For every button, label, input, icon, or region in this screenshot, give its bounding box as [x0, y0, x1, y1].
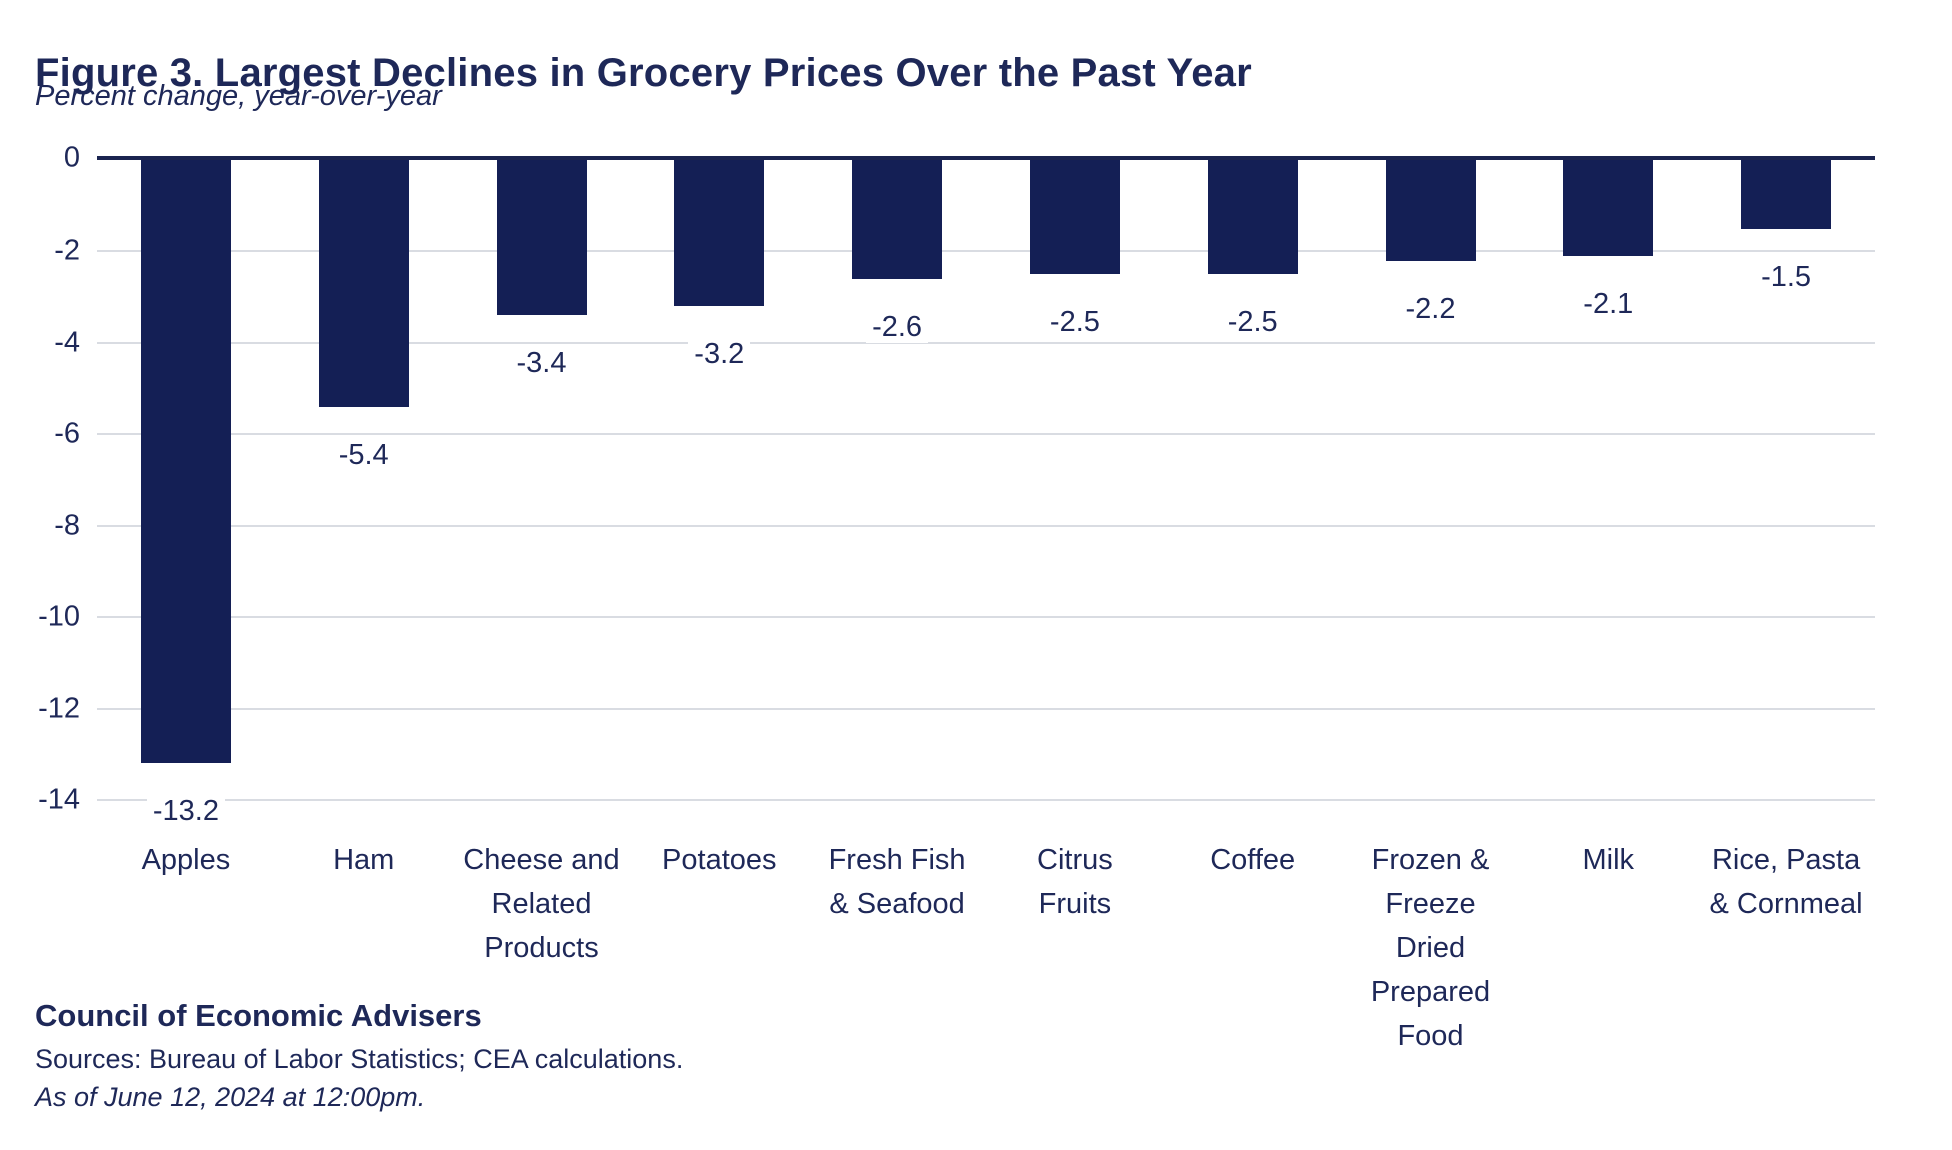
footer-as-of: As of June 12, 2024 at 12:00pm. — [35, 1082, 426, 1112]
gridline — [97, 799, 1875, 801]
bar-value-label: -2.5 — [1164, 306, 1342, 339]
bar-value-label: -5.4 — [275, 438, 453, 472]
bar-apples — [140, 160, 231, 764]
bar-value-text: -3.4 — [510, 347, 573, 380]
bar-value-label: -3.4 — [453, 347, 631, 380]
gridline — [97, 524, 1875, 527]
bar-value-text: -2.2 — [1399, 292, 1462, 325]
bar-value-label: -2.1 — [1519, 288, 1697, 321]
bar-value-label: -2.5 — [986, 306, 1164, 339]
x-axis-label: Coffee — [1210, 844, 1296, 876]
bar-coffee — [1207, 160, 1298, 275]
gridline — [97, 341, 1875, 344]
bar-value-label: -2.6 — [808, 310, 986, 344]
bar-frozen — [1385, 160, 1476, 261]
bar-citrus — [1029, 160, 1120, 275]
bar-value-label: -13.2 — [97, 795, 275, 828]
x-axis-label: Fresh Fish & Seafood — [828, 844, 966, 920]
bar-rice-pasta — [1741, 160, 1832, 229]
x-axis-label: Ham — [333, 844, 395, 876]
y-tick-label: -14 — [38, 783, 80, 816]
footer-sources: Sources: Bureau of Labor Statistics; CEA… — [35, 1044, 684, 1074]
bar-ham — [318, 160, 409, 407]
x-axis-label: Frozen & Freeze Dried Prepared Food — [1370, 844, 1491, 1052]
bar-value-text: -13.2 — [146, 795, 225, 828]
footer-organization: Council of Economic Advisers — [35, 998, 482, 1033]
y-tick-label: -6 — [54, 417, 80, 450]
bar-potatoes — [674, 160, 765, 307]
y-tick-label: -12 — [38, 692, 80, 725]
bar-value-text: -2.5 — [1043, 306, 1106, 339]
y-tick-label: -10 — [38, 600, 80, 633]
y-tick-label: -2 — [54, 234, 80, 267]
bar-value-text: -5.4 — [332, 438, 395, 471]
bar-value-label: -3.2 — [630, 338, 808, 371]
zero-axis-line — [97, 156, 1875, 160]
x-axis-label: Potatoes — [662, 844, 777, 876]
bar-value-text: -3.2 — [688, 338, 751, 371]
figure-subtitle: Percent change, year-over-year — [35, 80, 442, 112]
bar-value-text: -2.6 — [866, 310, 929, 343]
x-axis-label: Citrus Fruits — [1037, 844, 1113, 920]
gridline — [97, 616, 1875, 619]
bar-value-label: -1.5 — [1697, 260, 1875, 294]
bar-value-text: -1.5 — [1755, 260, 1818, 293]
y-tick-label: -4 — [54, 326, 80, 359]
figure-title: Figure 3. Largest Declines in Grocery Pr… — [35, 50, 1252, 95]
y-tick-label: -8 — [54, 509, 80, 542]
x-axis-label: Rice, Pasta & Cornmeal — [1709, 844, 1863, 920]
gridline — [97, 250, 1875, 253]
x-axis-label: Milk — [1582, 844, 1635, 876]
bar-value-text: -2.1 — [1577, 288, 1640, 320]
x-axis-label: Cheese and Related Products — [463, 844, 620, 964]
bar-milk — [1563, 160, 1654, 256]
bar-fresh-fish — [852, 160, 943, 279]
y-tick-label: 0 — [63, 141, 80, 174]
bar-value-text: -2.5 — [1221, 306, 1284, 339]
bar-cheese-and — [496, 160, 587, 316]
gridline — [97, 433, 1875, 436]
x-axis-label: Apples — [141, 844, 231, 876]
gridline — [97, 707, 1875, 710]
bar-value-label: -2.2 — [1342, 292, 1520, 326]
